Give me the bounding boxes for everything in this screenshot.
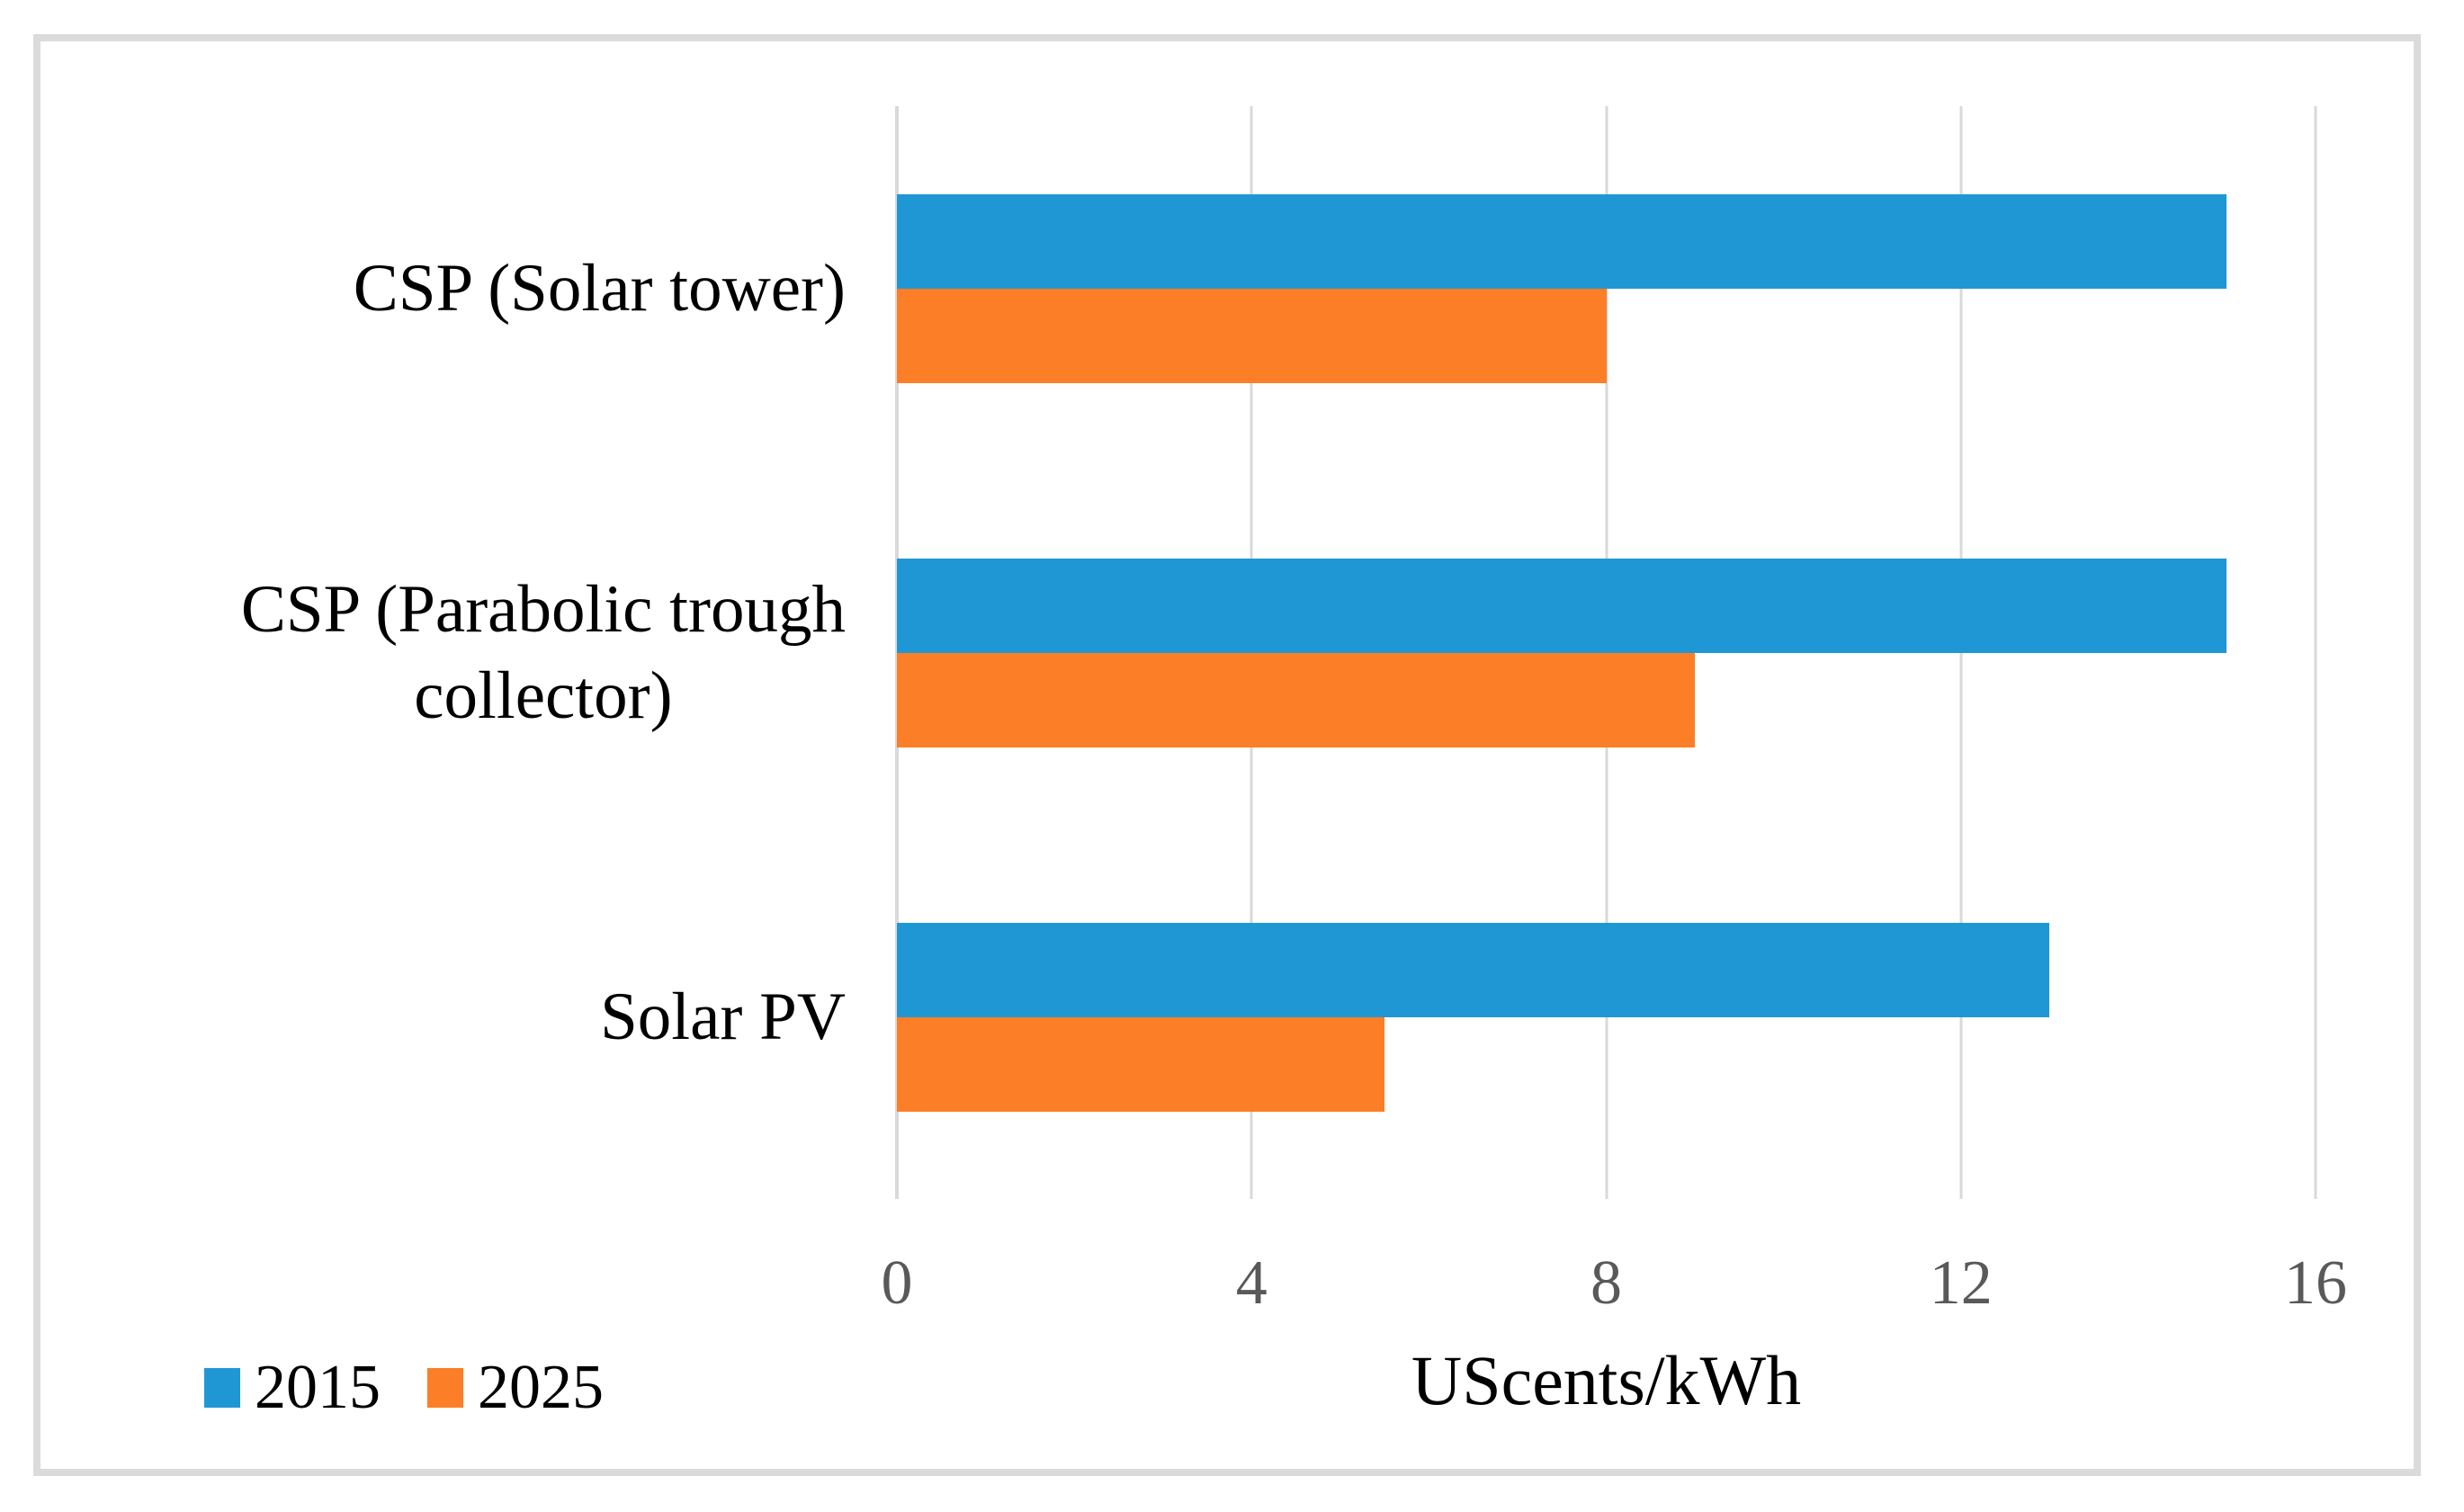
- bar-2015-category-2: [897, 922, 2050, 1017]
- legend-item-2025: 2025: [427, 1356, 604, 1419]
- legend-item-2015: 2015: [204, 1356, 381, 1419]
- legend: 2015 2025: [204, 1356, 604, 1419]
- legend-label: 2015: [255, 1353, 381, 1422]
- category-label: Solar PV: [600, 979, 846, 1054]
- x-tick-label: 0: [881, 1248, 913, 1318]
- category-label: CSP (Solar tower): [353, 250, 846, 326]
- category-label: CSP (Parabolic trough collector): [240, 571, 846, 733]
- bar-2015-category-0: [897, 193, 2227, 289]
- bar-2015-category-1: [897, 558, 2227, 653]
- x-tick-label: 16: [2284, 1248, 2347, 1318]
- x-tick-label: 8: [1590, 1248, 1622, 1318]
- bar-2025-category-2: [897, 1016, 1385, 1112]
- gridline: [2314, 106, 2317, 1199]
- x-tick-label: 4: [1235, 1248, 1268, 1318]
- bar-2025-category-1: [897, 652, 1696, 747]
- plot-area: [895, 106, 2317, 1199]
- legend-swatch-2025: [427, 1368, 463, 1408]
- gridline: [1959, 106, 1963, 1199]
- x-axis-tick-labels: 0 4 8 12 16: [882, 1248, 2348, 1324]
- legend-label: 2025: [478, 1353, 604, 1422]
- bar-2025-category-0: [897, 288, 1607, 383]
- category-axis-labels: CSP (Solar tower) CSP (Parabolic trough c…: [0, 106, 846, 1199]
- x-axis-title: UScents/kWh: [1411, 1341, 1802, 1419]
- x-tick-label: 12: [1929, 1248, 1993, 1318]
- legend-swatch-2015: [204, 1368, 240, 1408]
